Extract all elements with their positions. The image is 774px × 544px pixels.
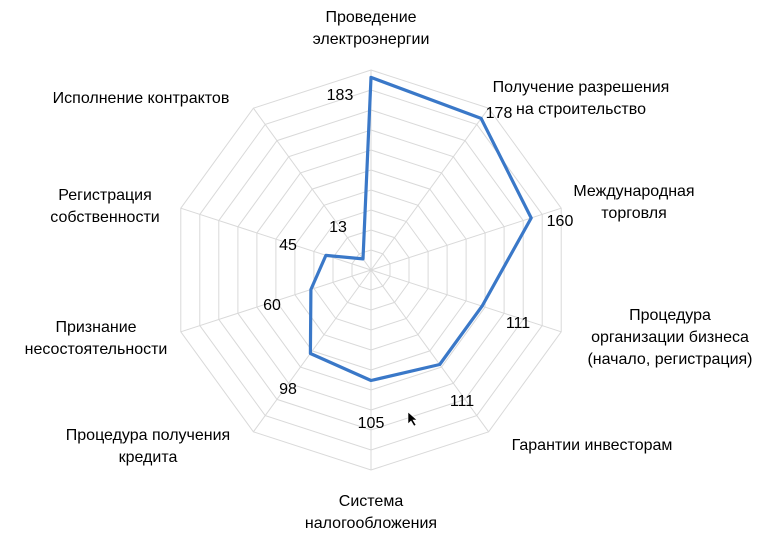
axis-spoke xyxy=(180,269,372,333)
data-label: 178 xyxy=(486,105,513,122)
category-label-line: Регистрация xyxy=(58,187,152,204)
data-label: 105 xyxy=(358,415,385,432)
grid xyxy=(180,69,562,471)
data-label: 98 xyxy=(279,381,297,398)
data-label: 111 xyxy=(506,315,530,332)
category-label-line: Процедура xyxy=(629,307,711,324)
category-label: Исполнение контрактов xyxy=(53,90,230,107)
category-label-line: Получение разрешения xyxy=(493,79,670,96)
data-label: 111 xyxy=(450,393,474,410)
category-label-line: Исполнение контрактов xyxy=(53,90,230,107)
category-label-line: Международная xyxy=(573,183,694,200)
axis-spoke xyxy=(252,107,372,271)
category-label: Регистрация собственности xyxy=(50,187,159,226)
category-label-line: кредита xyxy=(119,449,178,466)
category-label-line: несостоятельности xyxy=(25,341,168,358)
axis-spoke xyxy=(252,269,372,433)
category-label: Получение разрешения на строительство xyxy=(493,79,670,118)
category-label-line: налогообложения xyxy=(305,515,437,532)
category-label: Процедура получения кредита xyxy=(66,427,230,466)
category-label: Международная торговля xyxy=(573,183,694,222)
axis-spoke xyxy=(370,269,562,333)
category-label-line: на строительство xyxy=(516,101,646,118)
data-label: 60 xyxy=(263,297,281,314)
data-label: 160 xyxy=(547,213,574,230)
category-label: Признание несостоятельности xyxy=(25,319,168,358)
category-label-line: Процедура получения xyxy=(66,427,230,444)
category-label-line: Система xyxy=(339,493,404,510)
category-label: Гарантии инвесторам xyxy=(512,437,673,454)
category-label: Система налогообложения xyxy=(305,493,437,532)
category-label-line: электроэнергии xyxy=(313,31,430,48)
data-label: 45 xyxy=(279,237,297,254)
category-label-line: Проведение xyxy=(325,9,416,26)
series-line xyxy=(308,75,533,383)
mouse-pointer-icon xyxy=(407,411,418,427)
category-label: Проведение электроэнергии xyxy=(313,9,430,48)
category-label-line: Признание xyxy=(55,319,136,336)
category-label-line: собственности xyxy=(50,209,159,226)
category-label-line: организации бизнеса xyxy=(591,329,749,346)
series-layer xyxy=(308,75,533,383)
axis-spoke xyxy=(370,269,490,433)
axis-labels: Проведение электроэнергии Получение разреш… xyxy=(25,9,753,532)
category-label-line: Гарантии инвесторам xyxy=(512,437,673,454)
data-label: 183 xyxy=(327,87,354,104)
axis-spoke xyxy=(370,107,490,271)
data-labels: 183 178 160 111 111 105 98 60 45 13 xyxy=(263,87,573,432)
category-label: Процедура организации бизнеса (начало, рег… xyxy=(587,307,752,368)
data-label: 13 xyxy=(329,219,347,236)
category-label-line: торговля xyxy=(601,205,666,222)
axis-spoke xyxy=(180,207,372,271)
category-label-line: (начало, регистрация) xyxy=(587,351,752,368)
